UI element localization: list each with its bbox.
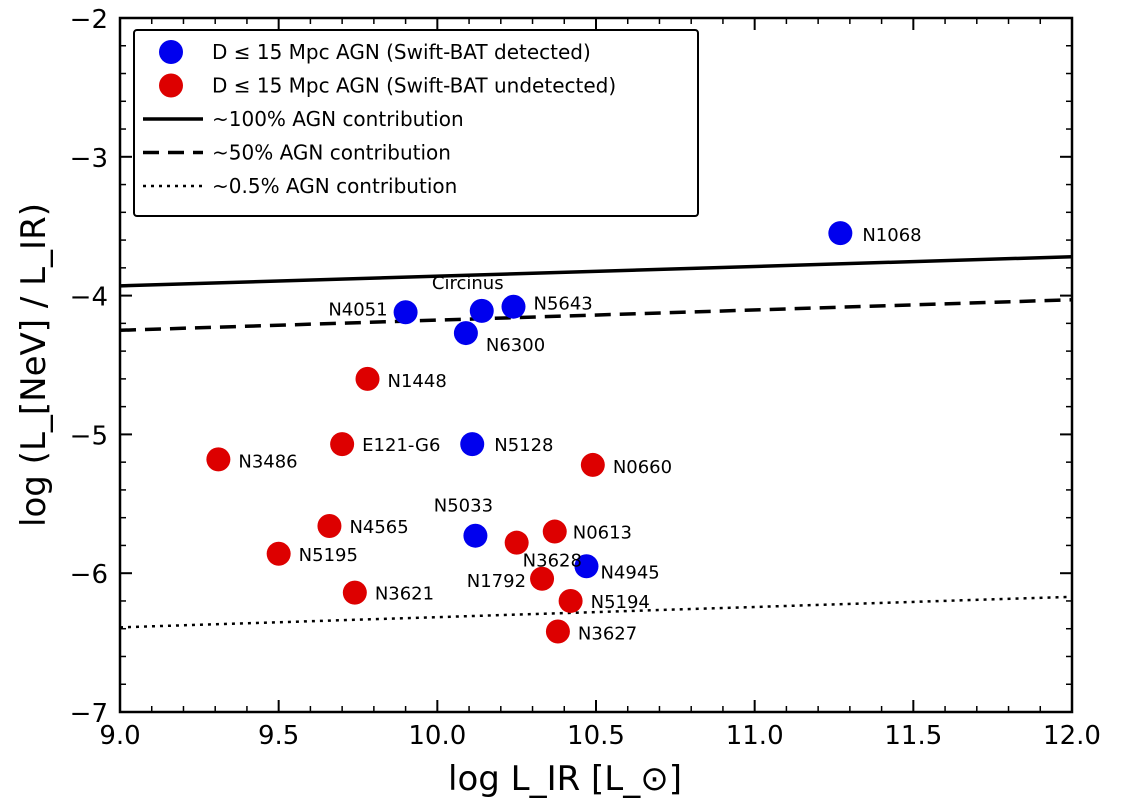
legend-marker-circle <box>159 40 183 64</box>
data-point-n0660 <box>580 452 605 477</box>
y-axis-title: log (L_[NeV] / L_IR) <box>14 203 54 527</box>
y-tick-label: −5 <box>70 421 108 451</box>
data-point-n5194 <box>558 588 583 613</box>
point-label-n5643: N5643 <box>533 294 592 315</box>
data-points <box>206 221 853 644</box>
point-label-n4565: N4565 <box>349 517 408 538</box>
contribution-line-dashed <box>119 298 1073 333</box>
point-label-n1068: N1068 <box>862 225 921 246</box>
data-point-n1792 <box>530 566 555 591</box>
contribution-line-solid <box>119 254 1073 288</box>
data-point-n4051 <box>393 300 418 325</box>
data-point-n3627 <box>545 619 570 644</box>
y-tick-label: −3 <box>70 144 108 174</box>
axis-ticks: 9.0 9.5 10.0 10.5 11.0 11.5 12.0 −7 −6 −5 −4 −3 −2 <box>70 5 1101 751</box>
legend-label: D ≤ 15 Mpc AGN (Swift-BAT undetected) <box>212 74 616 98</box>
legend-box <box>133 29 699 217</box>
data-point-n3628 <box>504 530 529 555</box>
legend-label: D ≤ 15 Mpc AGN (Swift-BAT detected) <box>212 40 591 64</box>
data-point-e121-g6 <box>330 432 355 457</box>
point-label-n5195: N5195 <box>299 545 358 566</box>
x-axis-title: log L_IR [L_⊙] <box>448 759 682 799</box>
y-tick-label: −4 <box>70 283 108 313</box>
point-label-n4051: N4051 <box>328 299 387 320</box>
data-point-n3486 <box>206 447 231 472</box>
legend-label: ~0.5% AGN contribution <box>212 174 457 198</box>
point-label-n5194: N5194 <box>591 592 650 613</box>
x-tick-label: 9.0 <box>99 721 140 751</box>
data-point-n5033 <box>463 523 488 548</box>
x-tick-label: 11.0 <box>726 721 784 751</box>
point-label-n3627: N3627 <box>578 623 637 644</box>
data-point-n0613 <box>542 519 567 544</box>
point-labels: N1068 N4051 Circinus N5643 N6300 N5128 N5033 N4… <box>238 225 921 644</box>
point-label-n3621: N3621 <box>375 584 434 605</box>
legend: D ≤ 15 Mpc AGN (Swift-BAT detected) D ≤ 1… <box>133 29 699 217</box>
point-label-n4945: N4945 <box>600 562 659 583</box>
data-point-n4565 <box>317 514 342 539</box>
data-point-n3621 <box>342 580 367 605</box>
point-label-n0613: N0613 <box>573 523 632 544</box>
point-label-n3486: N3486 <box>238 451 297 472</box>
point-label-n1448: N1448 <box>388 371 447 392</box>
point-label-n3628: N3628 <box>523 551 582 572</box>
point-label-circinus: Circinus <box>432 273 504 294</box>
x-tick-label: 11.5 <box>884 721 942 751</box>
point-label-n6300: N6300 <box>486 335 545 356</box>
data-point-circinus <box>469 298 494 323</box>
point-label-n5033: N5033 <box>434 496 493 517</box>
data-point-n5643 <box>501 294 526 319</box>
data-point-n4945 <box>574 554 599 579</box>
contribution-line-dotted <box>119 595 1073 629</box>
legend-label: ~50% AGN contribution <box>212 141 451 165</box>
y-tick-label: −2 <box>70 5 108 35</box>
x-tick-label: 10.5 <box>567 721 625 751</box>
x-tick-label: 10.0 <box>408 721 466 751</box>
point-label-n5128: N5128 <box>494 435 553 456</box>
data-point-n1068 <box>828 221 853 246</box>
legend-label: ~100% AGN contribution <box>212 107 464 131</box>
point-label-n0660: N0660 <box>613 457 672 478</box>
data-point-n5128 <box>460 432 485 457</box>
point-label-e121-g6: E121-G6 <box>362 435 440 456</box>
data-point-n1448 <box>355 366 380 391</box>
data-point-n6300 <box>453 321 478 346</box>
contribution-lines <box>119 254 1073 629</box>
point-label-n1792: N1792 <box>467 571 526 592</box>
x-tick-label: 12.0 <box>1043 721 1101 751</box>
x-tick-label: 9.5 <box>258 721 299 751</box>
data-point-n5195 <box>266 541 291 566</box>
y-tick-label: −7 <box>70 699 108 729</box>
y-tick-label: −6 <box>70 560 108 590</box>
legend-marker-circle <box>159 73 183 98</box>
